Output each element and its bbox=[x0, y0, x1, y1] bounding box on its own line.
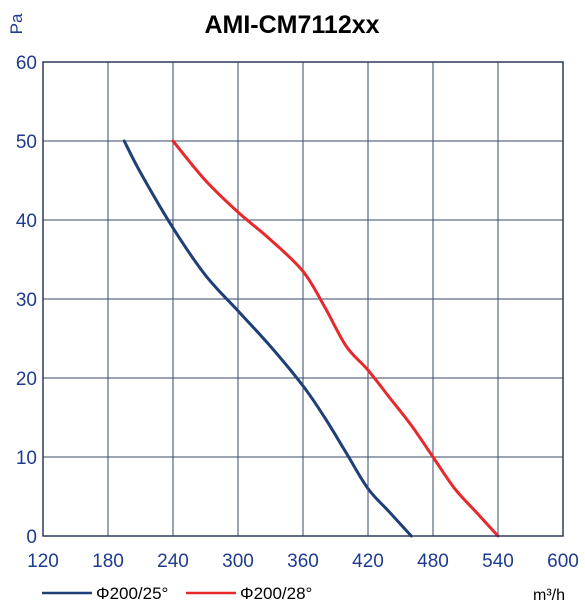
legend: Φ200/25° Φ200/28° bbox=[42, 584, 312, 603]
y-tick-label: 30 bbox=[16, 290, 37, 311]
x-tick-label: 300 bbox=[222, 551, 254, 572]
plot-frame bbox=[42, 61, 564, 537]
y-tick-label: 60 bbox=[16, 53, 37, 74]
legend-label-1: Φ200/25° bbox=[96, 584, 168, 603]
chart-title: AMI-CM7112xx bbox=[204, 11, 379, 39]
y-tick-label: 20 bbox=[16, 369, 37, 390]
y-axis-unit-label: Pa bbox=[7, 13, 26, 34]
x-tick-label: 540 bbox=[482, 551, 514, 572]
x-tick-label: 180 bbox=[92, 551, 124, 572]
x-axis-ticks: 120 180 240 300 360 420 480 540 600 bbox=[27, 551, 579, 572]
series-line-1 bbox=[122, 139, 413, 538]
y-tick-label: 40 bbox=[16, 211, 37, 232]
series-line-2 bbox=[171, 139, 500, 538]
x-axis-unit-label: m³/h bbox=[533, 587, 565, 604]
x-tick-label: 360 bbox=[287, 551, 319, 572]
grid bbox=[43, 62, 563, 536]
legend-label-2: Φ200/28° bbox=[240, 584, 312, 603]
curves bbox=[122, 139, 500, 538]
x-tick-label: 420 bbox=[352, 551, 384, 572]
y-tick-label: 50 bbox=[16, 132, 37, 153]
x-tick-label: 120 bbox=[27, 551, 59, 572]
x-tick-label: 480 bbox=[417, 551, 449, 572]
x-tick-label: 240 bbox=[157, 551, 189, 572]
x-tick-label: 600 bbox=[547, 551, 579, 572]
y-tick-label: 10 bbox=[16, 448, 37, 469]
y-axis-ticks: 0 10 20 30 40 50 60 bbox=[16, 53, 37, 548]
y-tick-label: 0 bbox=[26, 527, 37, 548]
